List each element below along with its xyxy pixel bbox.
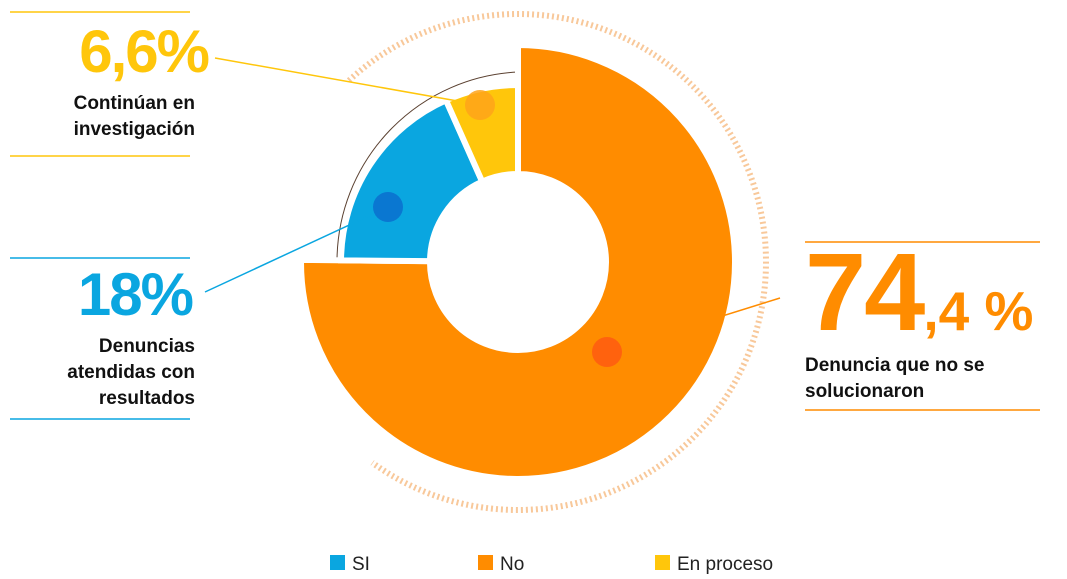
legend-swatch [655,555,670,570]
legend-swatch [330,555,345,570]
donut-segment [337,96,487,265]
dot [373,192,403,222]
leader-line [214,57,481,106]
legend-label: En proceso [677,554,773,575]
donut-segment [442,81,521,186]
thin-arc [336,71,519,261]
description: resultados [99,388,195,409]
donut-segment [298,41,738,482]
dot [465,90,495,120]
legend-label: SI [352,554,370,575]
dot [592,337,622,367]
leader-line [606,297,781,353]
value-label: 74,4 % [805,231,1033,354]
legend-label: No [500,554,524,575]
value-label: 6,6% [79,18,208,85]
description: atendidas con [67,362,195,383]
description: solucionaron [805,381,924,402]
legend-swatch [478,555,493,570]
leader-line [204,206,389,293]
description: Denuncias [99,336,195,357]
dotted-arc [346,11,769,513]
description: investigación [74,119,195,140]
value-label: 18% [78,261,193,328]
description: Continúan en [74,93,195,114]
description: Denuncia que no se [805,355,984,376]
